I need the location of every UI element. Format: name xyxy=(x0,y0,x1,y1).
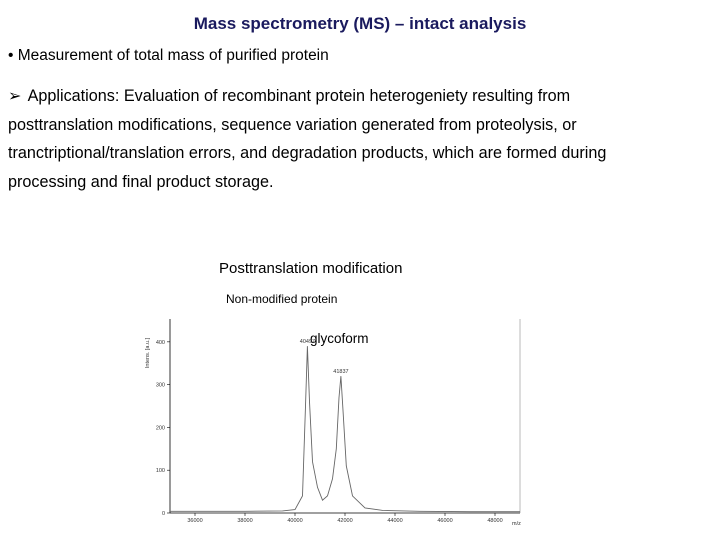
y-tick-label: 300 xyxy=(156,383,165,389)
x-tick-label: 42000 xyxy=(337,518,352,524)
mass-spectrum-chart: Intens. [a.u.] 0 100 200 300 400 36000 38000 4… xyxy=(145,319,521,527)
x-tick-label: 48000 xyxy=(487,518,502,524)
y-tick-label: 200 xyxy=(156,425,165,431)
slide-title: Mass spectrometry (MS) – intact analysis xyxy=(193,14,527,33)
figure-title: Posttranslation modification xyxy=(219,260,403,277)
y-tick-label: 100 xyxy=(156,468,165,474)
peak-mass-label: 41837 xyxy=(333,369,348,375)
glycoform-label: glycoform xyxy=(310,331,369,346)
x-tick-label: 38000 xyxy=(237,518,252,524)
applications-line-3: tranctriptional/translation errors, and … xyxy=(8,144,607,162)
non-modified-protein-label: Non-modified protein xyxy=(226,292,338,306)
peak-mass-label: 40497 xyxy=(300,339,315,345)
x-tick-label: 36000 xyxy=(187,518,202,524)
x-tick-label: 46000 xyxy=(437,518,452,524)
applications-line-2: posttranslation modifications, sequence … xyxy=(8,115,577,134)
measurement-bullet: • Measurement of total mass of purified … xyxy=(8,47,329,64)
spectrum-trace xyxy=(170,346,520,513)
applications-line-1: ➢ Applications: Evaluation of recombinant… xyxy=(8,82,712,111)
applications-line-1-text: Applications: Evaluation of recombinant … xyxy=(27,87,571,105)
x-tick-label: 44000 xyxy=(387,518,402,524)
y-tick-label: 0 xyxy=(162,511,165,517)
y-axis-label: Intens. [a.u.] xyxy=(145,337,151,368)
arrow-bullet-icon: ➢ xyxy=(8,87,22,105)
y-tick-label: 400 xyxy=(156,340,165,346)
x-axis-label: m/z xyxy=(512,521,521,527)
applications-paragraph: ➢ Applications: Evaluation of recombinant… xyxy=(8,82,712,196)
x-tick-label: 40000 xyxy=(287,518,302,524)
applications-line-4: processing and final product storage. xyxy=(8,172,274,191)
